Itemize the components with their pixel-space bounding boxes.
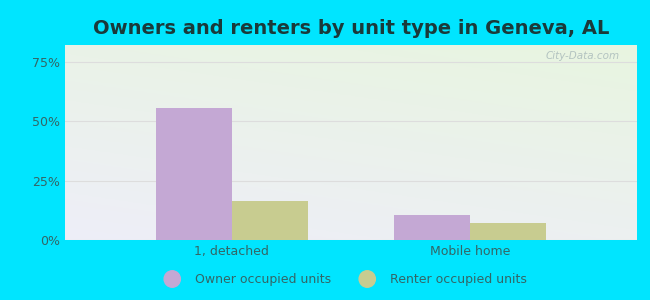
Bar xyxy=(232,201,308,240)
Bar xyxy=(470,224,547,240)
Text: Renter occupied units: Renter occupied units xyxy=(390,272,527,286)
Bar xyxy=(155,108,232,240)
Text: Owner occupied units: Owner occupied units xyxy=(195,272,331,286)
Bar xyxy=(394,215,470,240)
Title: Owners and renters by unit type in Geneva, AL: Owners and renters by unit type in Genev… xyxy=(93,19,609,38)
Text: City-Data.com: City-Data.com xyxy=(546,51,620,61)
